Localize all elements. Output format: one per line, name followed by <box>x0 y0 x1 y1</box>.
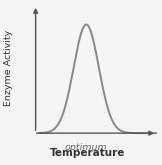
Text: Enzyme Activity: Enzyme Activity <box>4 29 13 106</box>
Text: Temperature: Temperature <box>50 148 125 158</box>
Text: optimum: optimum <box>65 143 108 152</box>
